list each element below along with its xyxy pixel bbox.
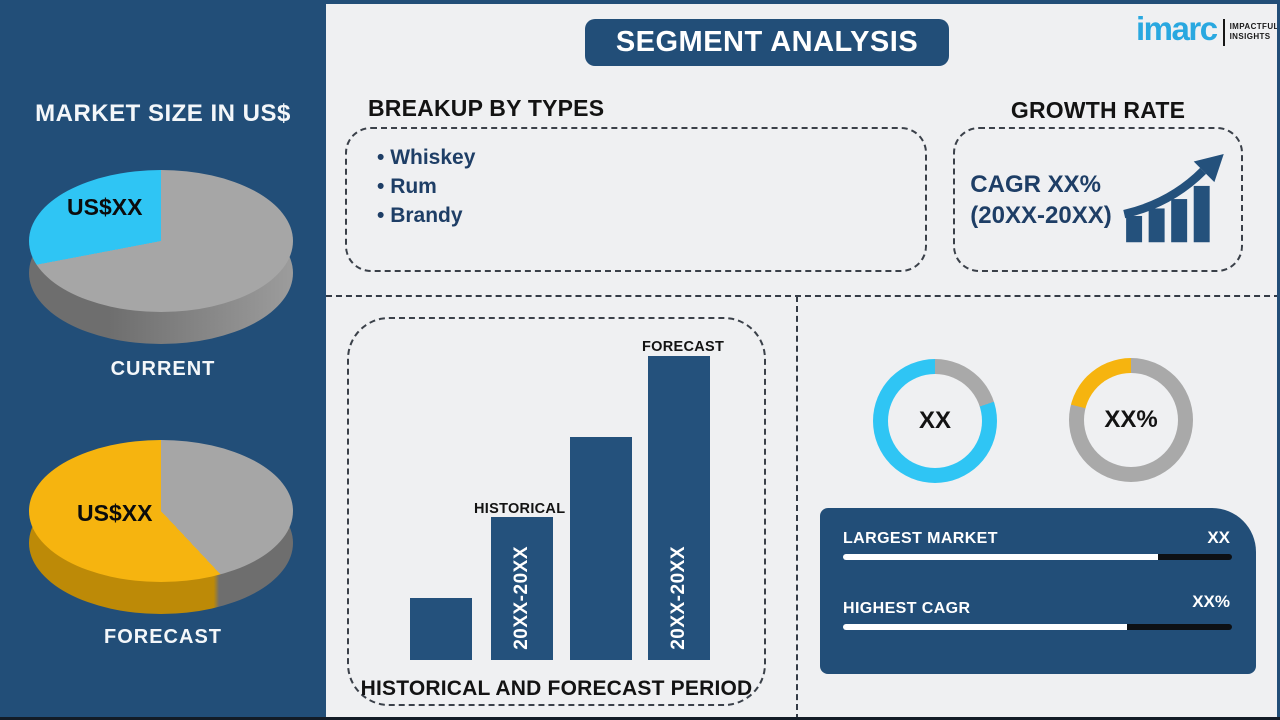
market-size-panel: MARKET SIZE IN US$ US$XX CURRENT US$XX F… (0, 0, 326, 720)
bottom-border (0, 717, 1280, 720)
breakup-item-brandy: Brandy (377, 201, 925, 230)
cagr-text: CAGR XX% (20XX-20XX) (970, 169, 1111, 231)
forecast-pie-chart: US$XX (29, 440, 293, 616)
horizontal-divider (326, 295, 1280, 297)
growth-trend-icon (1122, 153, 1224, 242)
historical-range-label: 20XX-20XX (511, 546, 532, 650)
donut-right-value: XX% (1104, 406, 1158, 433)
logo-tagline: IMPACTFUL INSIGHTS (1230, 22, 1279, 42)
current-pie-caption: CURRENT (110, 358, 216, 380)
right-border (1277, 0, 1280, 720)
donut-chart-left: XX (873, 359, 997, 483)
market-size-title: MARKET SIZE IN US$ (35, 100, 291, 127)
donut-right-hole: XX% (1084, 373, 1178, 467)
growth-section-heading: GROWTH RATE (1010, 97, 1186, 123)
period-chart-caption: HISTORICAL AND FORECAST PERIOD (360, 677, 753, 700)
period-bar-chart: 20XX-20XX 20XX-20XX HISTORICAL FORECAST … (347, 317, 766, 706)
forecast-pie-caption: FORECAST (104, 626, 222, 648)
market-stats-panel: LARGEST MARKET XX HIGHEST CAGR XX% (820, 508, 1256, 674)
cagr-line2: (20XX-20XX) (970, 201, 1112, 229)
donut-left-hole: XX (888, 374, 982, 468)
breakup-list-box: Whiskey Rum Brandy (345, 127, 927, 272)
current-pie-chart: US$XX (29, 170, 293, 346)
period-bar-1 (410, 598, 472, 660)
historical-tag: HISTORICAL (474, 501, 566, 517)
highest-cagr-label: HIGHEST CAGR (843, 600, 971, 617)
donut-chart-right: XX% (1069, 358, 1193, 482)
forecast-tag: FORECAST (642, 339, 725, 355)
forecast-range-label: 20XX-20XX (668, 546, 689, 650)
forecast-pie-value-label: US$XX (77, 500, 153, 526)
top-border (0, 0, 1280, 4)
breakup-item-rum: Rum (377, 172, 925, 201)
logo-tagline-line1: IMPACTFUL (1229, 22, 1279, 31)
page-title: SEGMENT ANALYSIS (615, 26, 919, 58)
cagr-line1: CAGR XX% (970, 170, 1101, 198)
vertical-divider (796, 296, 798, 720)
largest-market-value: XX (1207, 528, 1230, 547)
current-pie-top (29, 170, 293, 312)
imarc-wordmark: imarc (1136, 10, 1218, 47)
donut-left-value: XX (918, 407, 951, 434)
period-bar-3 (570, 437, 632, 660)
largest-market-bar (843, 554, 1232, 560)
forecast-pie-top (29, 440, 293, 582)
largest-market-label: LARGEST MARKET (843, 530, 998, 547)
imarc-logo: imarc IMPACTFUL INSIGHTS (1136, 11, 1279, 47)
logo-tagline-line2: INSIGHTS (1229, 32, 1271, 41)
current-pie-value-label: US$XX (67, 194, 143, 220)
period-bar-forecast: 20XX-20XX (648, 356, 710, 660)
growth-rate-box: CAGR XX% (20XX-20XX) (953, 127, 1243, 272)
logo-divider (1222, 18, 1225, 46)
page-title-box: SEGMENT ANALYSIS (585, 19, 949, 66)
breakup-item-whiskey: Whiskey (377, 143, 925, 172)
period-bar-historical: 20XX-20XX (491, 517, 553, 660)
breakup-section-heading: BREAKUP BY TYPES (368, 95, 605, 121)
highest-cagr-bar (843, 624, 1232, 630)
highest-cagr-value: XX% (1192, 592, 1230, 611)
